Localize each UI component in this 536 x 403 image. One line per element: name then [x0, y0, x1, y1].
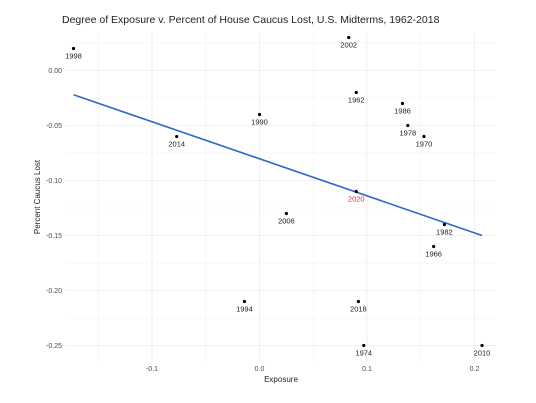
x-tick-label: -0.1: [146, 366, 158, 373]
y-tick-label: -0.05: [46, 123, 62, 130]
y-tick-label: -0.25: [46, 343, 62, 350]
point-label: 2018: [350, 305, 367, 314]
point-label: 1978: [400, 129, 417, 138]
point-label: 1982: [436, 228, 453, 237]
x-tick-label: 0.0: [255, 366, 265, 373]
y-tick-label: -0.20: [46, 288, 62, 295]
data-point: [422, 134, 426, 139]
point-label: 1966: [425, 250, 442, 259]
point-label: 2002: [340, 41, 357, 50]
x-tick-label: 0.2: [470, 366, 480, 373]
plot-panel: [66, 32, 496, 362]
point-label: 1998: [65, 52, 82, 61]
tick-layer: -0.1 0.0 0.1 0.2 0.00 -0.05 -0.10 -0.15 -0.20 -0.…: [46, 68, 479, 373]
chart-title: Degree of Exposure v. Percent of House C…: [62, 14, 440, 26]
data-point: [257, 112, 262, 117]
trend-layer: [73, 93, 483, 237]
point-label: 1962: [348, 96, 365, 105]
trend-line: [73, 93, 483, 237]
data-point: [480, 343, 484, 348]
data-point: [400, 101, 405, 106]
data-point: [347, 35, 351, 40]
data-point: [175, 134, 179, 139]
data-point: [356, 299, 360, 304]
y-axis-title: Percent Caucus Lost: [33, 159, 42, 234]
point-label: 2010: [474, 349, 491, 358]
x-axis-title: Exposure: [264, 375, 298, 384]
data-point: [432, 244, 436, 249]
y-tick-label: 0.00: [48, 68, 62, 75]
point-label: 2014: [168, 140, 185, 149]
y-tick-label: -0.15: [46, 233, 62, 240]
point-label: 2006: [278, 217, 295, 226]
point-label: 2020: [348, 195, 365, 204]
data-point: [406, 123, 410, 128]
data-point: [284, 211, 288, 216]
point-label: 1974: [355, 349, 372, 358]
data-point: [442, 222, 446, 227]
y-tick-label: -0.10: [46, 178, 62, 185]
data-point: [354, 189, 358, 194]
x-tick-label: 0.1: [362, 366, 372, 373]
point-label: 1970: [416, 140, 433, 149]
data-point: [242, 299, 247, 304]
point-layer: 1998 2002 1962 1986 1990 1978 2014 1970 2020 2006…: [65, 35, 491, 358]
data-point: [354, 90, 358, 95]
point-label: 1994: [236, 305, 253, 314]
point-label: 1990: [251, 118, 268, 127]
data-point: [71, 46, 76, 51]
data-point: [362, 343, 366, 348]
grid-layer: [66, 32, 496, 362]
point-label: 1986: [394, 107, 411, 116]
